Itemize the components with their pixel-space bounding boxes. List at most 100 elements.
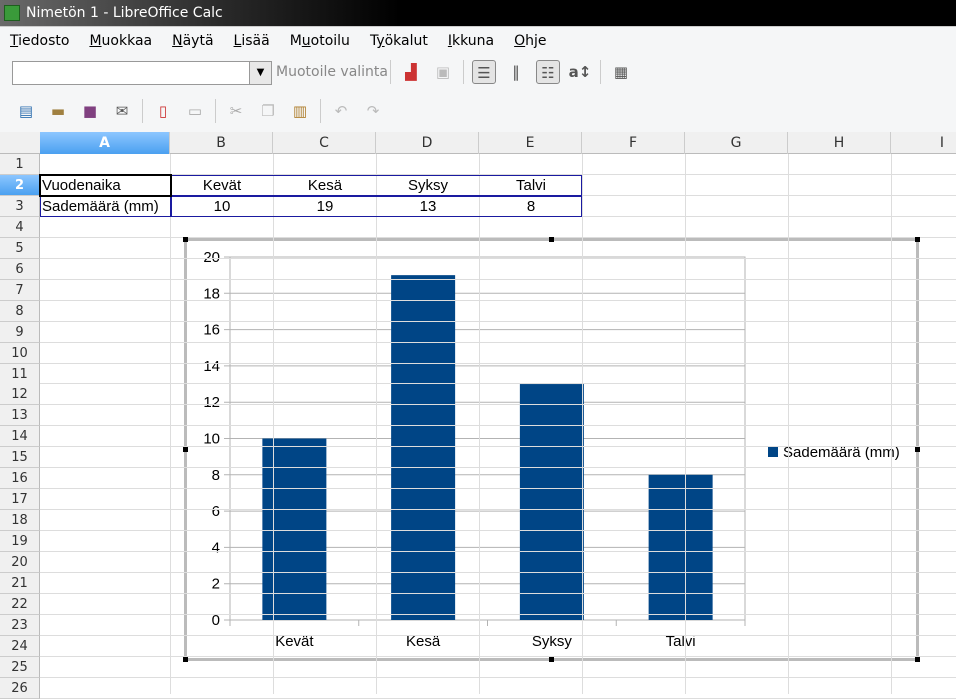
chart-resize-handle[interactable] — [915, 657, 920, 662]
cell-A3[interactable]: Sademäärä (mm) — [42, 198, 159, 215]
undo-icon[interactable]: ↶ — [334, 102, 348, 120]
redo-icon[interactable]: ↷ — [366, 102, 380, 120]
y-tick-label: 10 — [203, 431, 220, 448]
column-header-G[interactable]: G — [685, 132, 788, 154]
cell-E3[interactable]: 8 — [526, 198, 536, 215]
menu-accelerator: u — [301, 33, 311, 49]
y-tick-label: 8 — [212, 467, 220, 484]
row-header-13[interactable]: 13 — [0, 405, 40, 426]
row-header-24[interactable]: 24 — [0, 636, 40, 657]
column-header-F[interactable]: F — [582, 132, 685, 154]
column-header-B[interactable]: B — [170, 132, 273, 154]
cell-D2[interactable]: Syksy — [407, 177, 448, 194]
menu-item[interactable]: Tiedosto — [10, 27, 69, 55]
paste-icon[interactable]: ▥ — [292, 102, 308, 120]
row-header-20[interactable]: 20 — [0, 552, 40, 573]
automatic-layout-icon[interactable]: ▦ — [613, 63, 629, 81]
row-header-11[interactable]: 11 — [0, 364, 40, 385]
cut-icon[interactable]: ✂ — [229, 102, 243, 120]
menu-label-part: ökalut — [384, 33, 428, 49]
grid-line — [40, 404, 956, 405]
row-header-15[interactable]: 15 — [0, 447, 40, 468]
menu-item[interactable]: Lisää — [234, 27, 270, 55]
cell-A2[interactable]: Vuodenaika — [42, 177, 121, 194]
chart-resize-handle[interactable] — [549, 237, 554, 242]
row-header-4[interactable]: 4 — [0, 217, 40, 238]
column-header-E[interactable]: E — [479, 132, 582, 154]
grid-line — [40, 467, 956, 468]
menu-label-part: iedosto — [18, 33, 70, 49]
menu-item[interactable]: Näytä — [172, 27, 213, 55]
row-header-21[interactable]: 21 — [0, 573, 40, 594]
chart-resize-handle[interactable] — [183, 237, 188, 242]
cell-E2[interactable]: Talvi — [515, 177, 546, 194]
row-header-3[interactable]: 3 — [0, 196, 40, 217]
cell-D3[interactable]: 13 — [419, 198, 437, 215]
scale-text-icon[interactable]: a↕ — [568, 63, 592, 81]
row-header-25[interactable]: 25 — [0, 657, 40, 678]
row-header-23[interactable]: 23 — [0, 615, 40, 636]
export-pdf-icon[interactable]: ▯ — [158, 102, 168, 120]
column-header-I[interactable]: I — [891, 132, 956, 154]
row-header-26[interactable]: 26 — [0, 678, 40, 699]
grid-line — [40, 572, 956, 573]
y-tick-label: 0 — [212, 612, 220, 629]
row-header-1[interactable]: 1 — [0, 154, 40, 175]
style-dropdown-button[interactable]: ▼ — [249, 62, 271, 84]
cell-B3[interactable]: 10 — [213, 198, 231, 215]
menu-label-part: kkuna — [452, 33, 495, 49]
column-header-H[interactable]: H — [788, 132, 891, 154]
menu-item[interactable]: Työkalut — [370, 27, 428, 55]
print-icon[interactable]: ▭ — [187, 102, 203, 120]
row-header-14[interactable]: 14 — [0, 426, 40, 447]
menu-item[interactable]: Ikkuna — [448, 27, 494, 55]
column-header-A[interactable]: A — [40, 132, 170, 154]
chart-resize-handle[interactable] — [915, 447, 920, 452]
vertical-grids-icon[interactable]: ‖ — [512, 63, 520, 81]
row-header-16[interactable]: 16 — [0, 468, 40, 489]
grid-line — [40, 342, 956, 343]
row-header-5[interactable]: 5 — [0, 238, 40, 259]
email-icon[interactable]: ✉ — [115, 102, 129, 120]
open-folder-icon[interactable]: ▬ — [50, 102, 66, 120]
row-header-7[interactable]: 7 — [0, 280, 40, 301]
save-icon[interactable]: ■ — [82, 102, 98, 120]
cell-C3[interactable]: 19 — [316, 198, 334, 215]
new-document-icon[interactable]: ▤ — [18, 102, 34, 120]
column-header-C[interactable]: C — [273, 132, 376, 154]
grid-line — [788, 154, 789, 694]
menu-accelerator: O — [514, 33, 526, 49]
horizontal-grids-icon[interactable]: ☰ — [472, 60, 496, 84]
cell-B2[interactable]: Kevät — [202, 177, 242, 194]
grid-line — [40, 635, 956, 636]
legend-icon[interactable]: ☷ — [536, 60, 560, 84]
row-header-12[interactable]: 12 — [0, 384, 40, 405]
cell-C2[interactable]: Kesä — [307, 177, 343, 194]
chart-resize-handle[interactable] — [915, 237, 920, 242]
row-header-6[interactable]: 6 — [0, 259, 40, 280]
row-header-22[interactable]: 22 — [0, 594, 40, 615]
menu-item[interactable]: Muotoilu — [290, 27, 350, 55]
grid-line — [40, 425, 956, 426]
apply-style-input[interactable] — [12, 61, 272, 85]
range-highlight-label — [40, 196, 171, 217]
menu-item[interactable]: Muokkaa — [89, 27, 152, 55]
data-table-icon[interactable]: ▣ — [435, 63, 451, 81]
column-header-D[interactable]: D — [376, 132, 479, 154]
chart-object[interactable]: 0 2 4 6 8 10 12 14 16 18 20 Kevät Kesä Syksy Talvi Sade… — [184, 238, 919, 661]
chart-resize-handle[interactable] — [183, 657, 188, 662]
chart-resize-handle[interactable] — [549, 657, 554, 662]
x-tick-label: Kevät — [275, 633, 314, 650]
menu-accelerator: L — [233, 33, 242, 49]
copy-icon[interactable]: ❐ — [261, 102, 275, 120]
chart-type-icon[interactable]: ▟ — [405, 63, 417, 81]
row-header-18[interactable]: 18 — [0, 510, 40, 531]
menu-item[interactable]: Ohje — [514, 27, 546, 55]
chart-resize-handle[interactable] — [183, 447, 188, 452]
row-header-9[interactable]: 9 — [0, 322, 40, 343]
row-header-2[interactable]: 2 — [0, 175, 40, 196]
row-header-17[interactable]: 17 — [0, 489, 40, 510]
row-header-10[interactable]: 10 — [0, 343, 40, 364]
row-header-19[interactable]: 19 — [0, 531, 40, 552]
row-header-8[interactable]: 8 — [0, 301, 40, 322]
